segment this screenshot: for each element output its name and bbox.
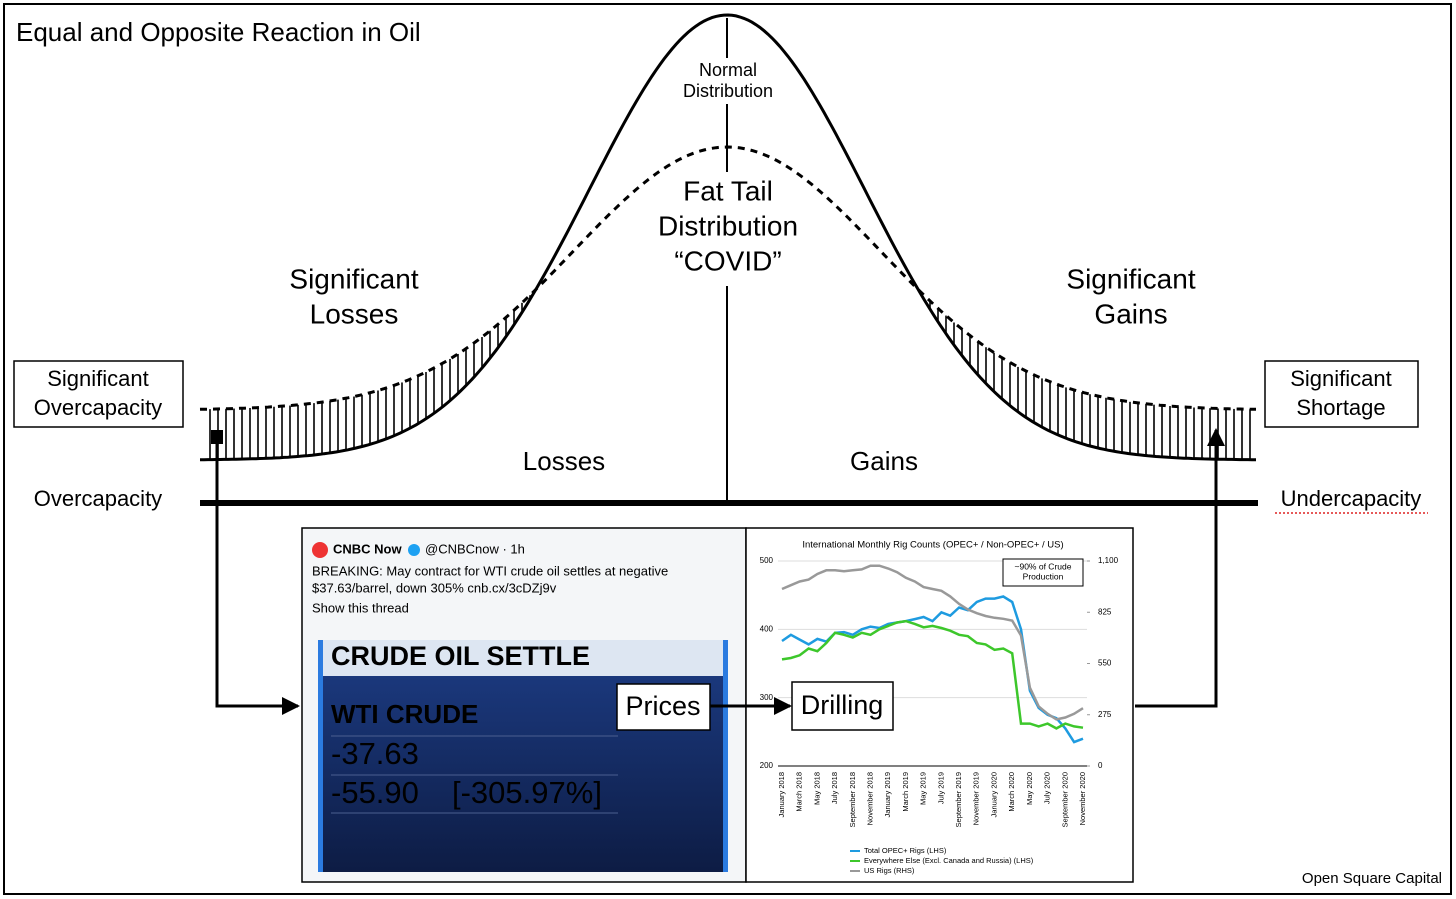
region-label: Significant xyxy=(1066,263,1195,294)
screen-header-text: CRUDE OIL SETTLE xyxy=(331,641,590,671)
y-tick-label: 400 xyxy=(760,624,774,633)
x-tick-label: May 2020 xyxy=(1025,772,1034,805)
tweet-link: Show this thread xyxy=(312,600,409,615)
note-box xyxy=(1002,558,1084,587)
y2-tick-label: 0 xyxy=(1098,761,1103,770)
x-tick-label: March 2018 xyxy=(795,772,804,812)
flow-label: Prices xyxy=(625,691,700,721)
y-tick-label: 200 xyxy=(760,761,774,770)
screen-edge xyxy=(723,640,728,872)
tweet-text: $37.63/barrel, down 305% cnb.cx/3cDZj9v xyxy=(312,580,557,595)
chart-title: International Monthly Rig Counts (OPEC+ … xyxy=(802,540,1063,551)
y2-tick-label: 275 xyxy=(1098,710,1112,719)
region-label: Gains xyxy=(850,446,918,476)
region-label: Gains xyxy=(1094,298,1167,329)
frame xyxy=(3,3,1452,895)
x-tick-label: November 2019 xyxy=(972,772,981,825)
normal-curve xyxy=(200,13,1256,462)
x-tick-label: November 2020 xyxy=(1078,772,1087,825)
screen-pct: [-305.97%] xyxy=(452,775,602,810)
flow-arrow xyxy=(215,444,300,715)
x-tick-label: January 2018 xyxy=(777,772,786,817)
y2-tick-label: 1,100 xyxy=(1098,556,1119,565)
credit: Open Square Capital xyxy=(1302,870,1442,887)
note: ~90% of Crude xyxy=(1015,561,1072,571)
y2-tick-label: 550 xyxy=(1098,659,1112,668)
region-label: Significant xyxy=(289,263,418,294)
screen xyxy=(318,640,728,872)
x-tick-label: November 2018 xyxy=(866,772,875,825)
fat-tail-label: Distribution xyxy=(658,210,798,241)
x-tick-label: May 2018 xyxy=(812,772,821,805)
box-label: Significant xyxy=(47,366,149,391)
normal-label: Distribution xyxy=(683,81,773,101)
x-tick-label: September 2020 xyxy=(1060,772,1069,827)
avatar xyxy=(312,542,328,558)
x-tick-label: July 2020 xyxy=(1043,772,1052,804)
tweet-author: CNBC Now xyxy=(333,541,402,556)
tweet-text: BREAKING: May contract for WTI crude oil… xyxy=(312,563,668,578)
region-label: Losses xyxy=(523,446,605,476)
normal-label: Normal xyxy=(699,60,757,80)
legend-label: US Rigs (RHS) xyxy=(864,866,915,875)
box xyxy=(13,360,184,428)
screen-name: WTI CRUDE xyxy=(331,699,478,729)
note: Production xyxy=(1023,571,1064,581)
series-line xyxy=(781,564,1084,721)
fat-tail-label: Fat Tail xyxy=(683,175,773,206)
box-label: Overcapacity xyxy=(34,395,162,420)
region-label: Losses xyxy=(310,298,399,329)
x-tick-label: July 2019 xyxy=(936,772,945,804)
series-line xyxy=(781,619,1084,730)
y2-tick-label: 825 xyxy=(1098,607,1112,616)
box xyxy=(1264,360,1419,428)
y-tick-label: 500 xyxy=(760,556,774,565)
x-tick-label: September 2019 xyxy=(954,772,963,827)
screen-edge xyxy=(318,640,323,872)
fat-tail-label: “COVID” xyxy=(674,245,781,276)
flow-box xyxy=(791,681,894,731)
screen-header xyxy=(318,640,728,676)
y-tick-label: 300 xyxy=(760,693,774,702)
legend-label: Everywhere Else (Excl. Canada and Russia… xyxy=(864,856,1034,865)
legend-label: Total OPEC+ Rigs (LHS) xyxy=(864,846,947,855)
screen-price: -37.63 xyxy=(331,736,419,771)
x-tick-label: January 2020 xyxy=(989,772,998,817)
screen-change: -55.90 xyxy=(331,775,419,810)
flow-arrow xyxy=(1135,428,1225,708)
x-tick-label: July 2018 xyxy=(830,772,839,804)
x-tick-label: May 2019 xyxy=(919,772,928,805)
x-tick-label: March 2020 xyxy=(1007,772,1016,812)
box-label: Significant xyxy=(1290,366,1392,391)
title: Equal and Opposite Reaction in Oil xyxy=(16,17,421,47)
marker-square xyxy=(211,430,223,444)
flow-label: Drilling xyxy=(801,690,884,720)
x-tick-label: September 2018 xyxy=(848,772,857,827)
tweet-handle: @CNBCnow · 1h xyxy=(425,541,525,556)
verified xyxy=(408,544,420,556)
axis-label: Overcapacity xyxy=(34,486,162,511)
x-tick-label: January 2019 xyxy=(883,772,892,817)
axis-label: Undercapacity xyxy=(1281,486,1422,511)
x-tick-label: March 2019 xyxy=(901,772,910,812)
box-label: Shortage xyxy=(1296,395,1385,420)
